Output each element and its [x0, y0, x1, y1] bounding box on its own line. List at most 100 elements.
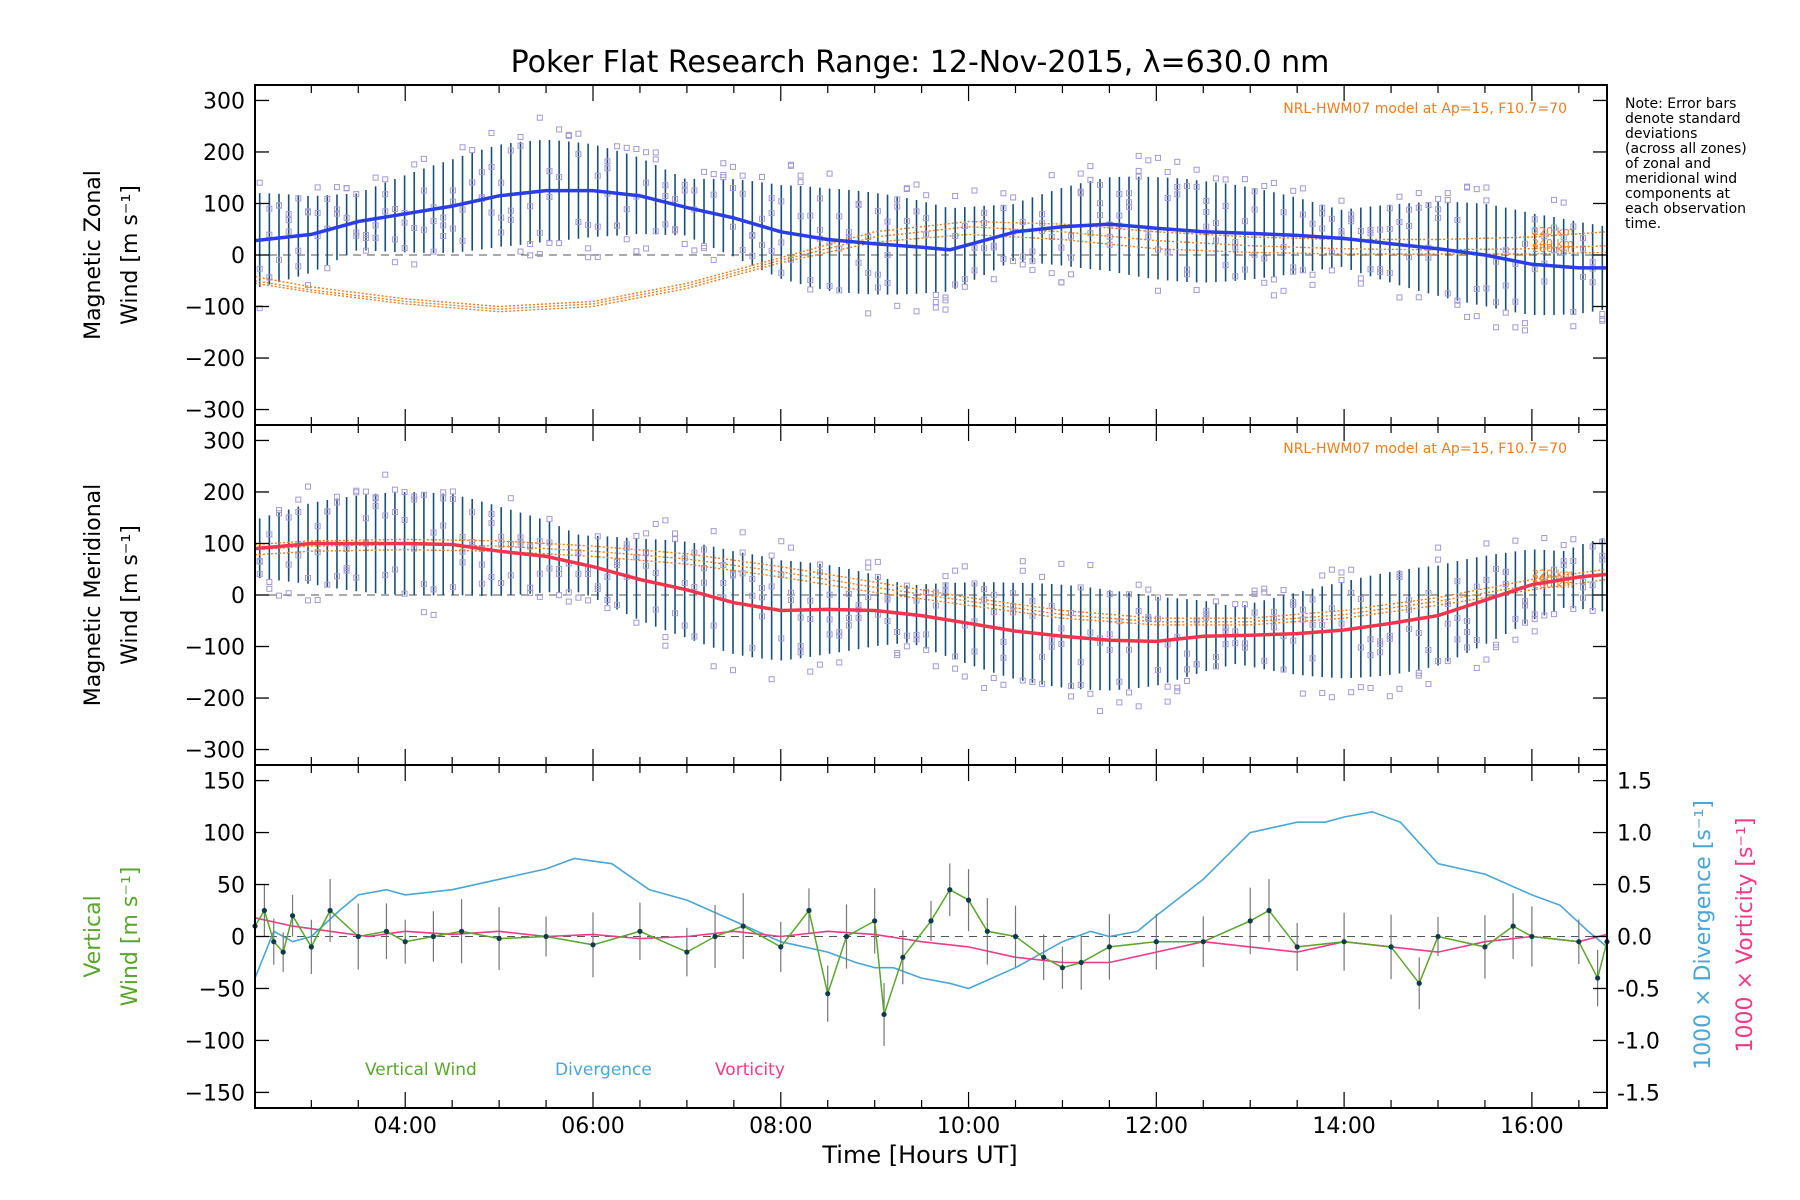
scatter-point [1348, 215, 1355, 222]
scatter-point [469, 147, 476, 154]
scatter-point [836, 659, 843, 666]
scatter-point [1145, 157, 1152, 164]
scatter-point [797, 213, 804, 220]
scatter-point [1309, 220, 1316, 227]
scatter-point [1019, 253, 1026, 260]
scatter-point [1579, 273, 1586, 280]
scatter-point [382, 471, 389, 478]
scatter-point [758, 215, 765, 222]
scatter-point [672, 530, 679, 537]
scatter-point [498, 214, 505, 221]
scatter-point [411, 493, 418, 500]
scatter-point [778, 635, 785, 642]
scatter-point [1328, 249, 1335, 256]
y-tick-label: 200 [203, 141, 245, 166]
scatter-point [633, 532, 640, 539]
scatter-point [720, 160, 727, 167]
scatter-point [643, 549, 650, 556]
scatter-point [787, 544, 794, 551]
scatter-point [1541, 612, 1548, 619]
note-line: denote standard [1625, 111, 1741, 127]
scatter-point [652, 228, 659, 235]
scatter-point [1193, 183, 1200, 190]
scatter-point [1222, 203, 1229, 210]
scatter-point [594, 172, 601, 179]
scatter-point [420, 491, 427, 498]
vertical-wind-point [872, 918, 878, 924]
scatter-point [865, 559, 872, 566]
scatter-point [1097, 708, 1104, 715]
y-tick-label: 100 [203, 192, 245, 217]
scatter-point [314, 549, 321, 556]
scatter-point [1483, 197, 1490, 204]
scatter-point [1087, 629, 1094, 636]
scatter-point [836, 213, 843, 220]
scatter-point [836, 632, 843, 639]
scatter-point [1048, 172, 1055, 179]
scatter-point [266, 231, 273, 238]
scatter-point [894, 652, 901, 659]
scatter-point [1000, 681, 1007, 688]
scatter-point [420, 187, 427, 194]
scatter-point [1386, 205, 1393, 212]
scatter-point [1435, 544, 1442, 551]
vertical-wind-point [1529, 933, 1535, 940]
scatter-point [1241, 218, 1248, 225]
scatter-point [874, 574, 881, 581]
scatter-point [787, 589, 794, 596]
y-axis-label: Magnetic Zonal [81, 170, 106, 340]
scatter-point [1599, 310, 1606, 317]
vertical-wind-point [280, 949, 286, 955]
scatter-point [1019, 558, 1026, 565]
scatter-point [420, 226, 427, 233]
scatter-point [807, 212, 814, 219]
scatter-point [894, 302, 901, 309]
scatter-point [1454, 636, 1461, 643]
scatter-point [1570, 536, 1577, 543]
scatter-point [1164, 249, 1171, 256]
vertical-wind-point [496, 935, 502, 942]
scatter-point [971, 267, 978, 274]
scatter-point [1029, 612, 1036, 619]
scatter-point [1290, 187, 1297, 194]
scatter-point [942, 588, 949, 595]
scatter-point [1367, 684, 1374, 691]
scatter-point [459, 206, 466, 213]
scatter-point [720, 562, 727, 569]
scatter-point [391, 486, 398, 493]
scatter-point [285, 590, 292, 597]
scatter-point [517, 248, 524, 255]
scatter-point [285, 228, 292, 235]
scatter-point [1425, 646, 1432, 653]
scatter-point [507, 541, 514, 548]
scatter-point [594, 533, 601, 540]
scatter-point [546, 539, 553, 546]
scatter-point [623, 144, 630, 151]
scatter-point [952, 665, 959, 672]
scatter-point [768, 552, 775, 559]
y-tick-label: 150 [203, 770, 245, 795]
scatter-point [1493, 324, 1500, 331]
scatter-point [1299, 211, 1306, 218]
scatter-point [1232, 640, 1239, 647]
scatter-point [1232, 244, 1239, 251]
scatter-point [575, 594, 582, 601]
scatter-point [449, 584, 456, 591]
scatter-point [1019, 218, 1026, 225]
scatter-point [314, 597, 321, 604]
scatter-point [1522, 320, 1529, 327]
scatter-point [1551, 224, 1558, 231]
scatter-point [614, 143, 621, 150]
scatter-point [411, 161, 418, 168]
vertical-wind-point [1510, 923, 1516, 929]
scatter-point [1425, 254, 1432, 261]
scatter-point [1145, 233, 1152, 240]
scatter-point [401, 219, 408, 226]
scatter-point [614, 558, 621, 565]
scatter-point [1068, 271, 1075, 278]
scatter-point [1270, 292, 1277, 299]
scatter-point [1068, 683, 1075, 690]
scatter-point [1154, 246, 1161, 253]
